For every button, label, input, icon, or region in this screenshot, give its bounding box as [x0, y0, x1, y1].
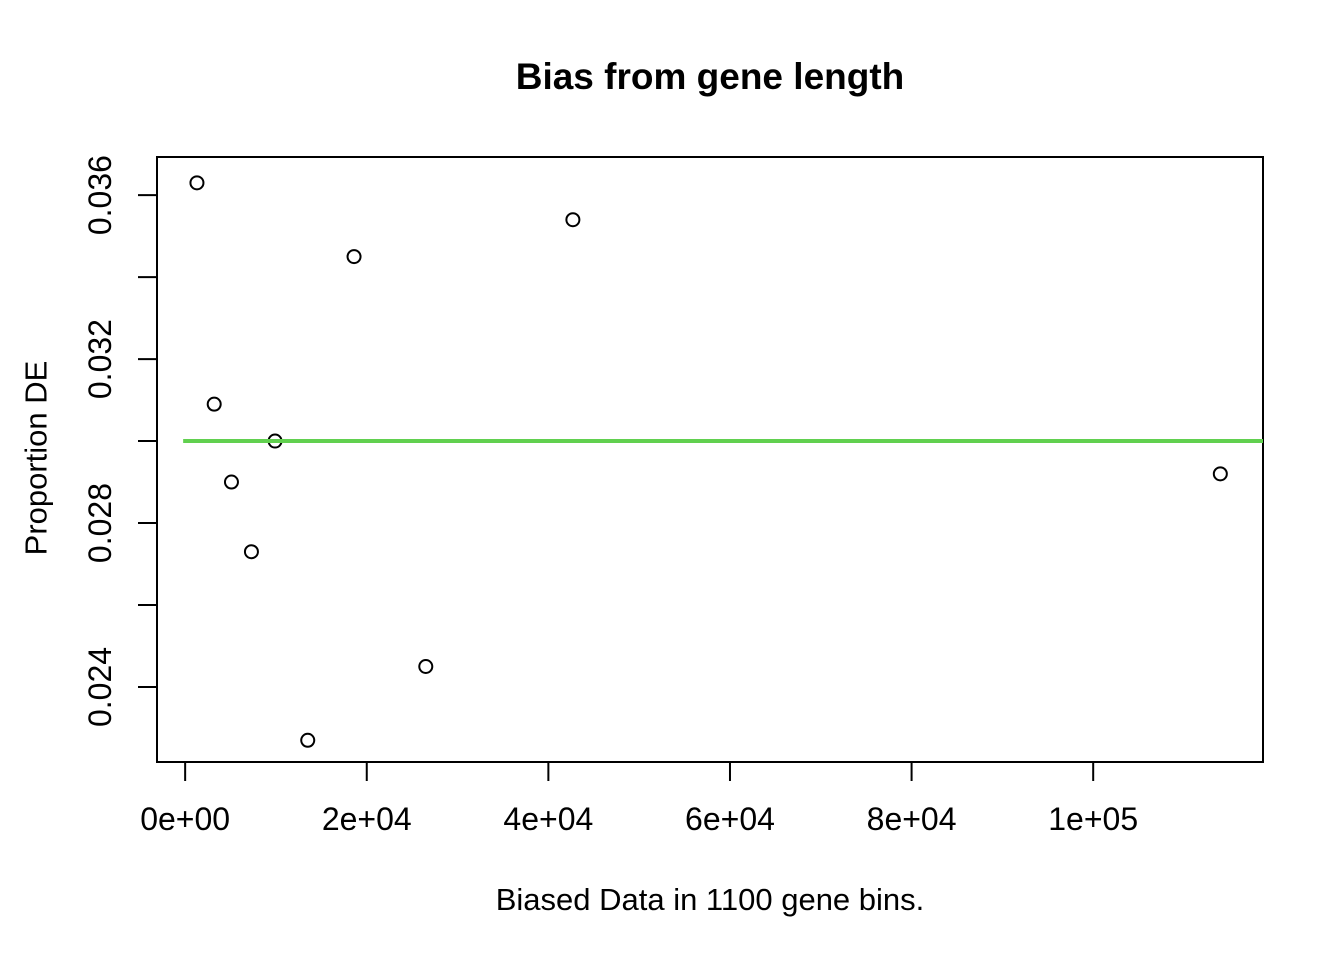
plot-border: [156, 156, 1264, 763]
data-point: [346, 249, 362, 265]
x-tick-label: 6e+04: [685, 801, 775, 837]
x-axis-title: Biased Data in 1100 gene bins.: [495, 882, 925, 917]
x-tick-label: 8e+04: [867, 801, 957, 837]
y-tick-label: 0.032: [82, 319, 118, 399]
chart-title: Bias from gene length: [515, 56, 905, 97]
data-point: [418, 658, 434, 674]
x-tick-label: 0e+00: [140, 801, 230, 837]
y-tick-label: 0.028: [82, 483, 118, 563]
data-point: [206, 396, 222, 412]
x-tick-label: 4e+04: [503, 801, 593, 837]
data-point: [243, 544, 259, 560]
data-point: [1212, 466, 1228, 482]
data-point: [223, 474, 239, 490]
y-axis-title: Proportion DE: [18, 360, 54, 556]
y-tick-label: 0.036: [82, 155, 118, 235]
y-tick-label: 0.024: [82, 647, 118, 727]
x-tick-label: 1e+05: [1048, 801, 1138, 837]
data-point: [300, 732, 316, 748]
data-point: [565, 212, 581, 228]
x-tick-label: 2e+04: [322, 801, 412, 837]
data-point: [189, 175, 205, 191]
